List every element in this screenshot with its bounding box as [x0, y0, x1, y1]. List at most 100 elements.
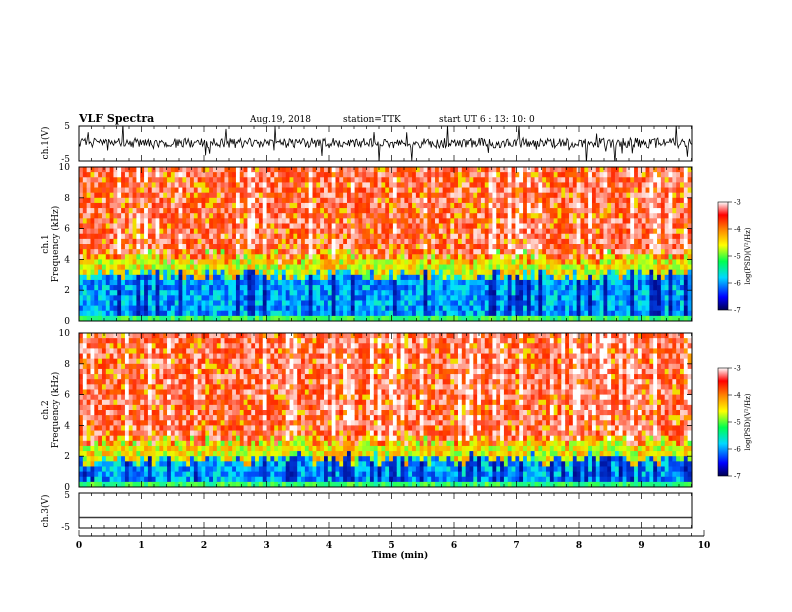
- ch1-spectrogram-cell: [626, 208, 631, 214]
- ch1-spectrogram-cell: [369, 279, 375, 286]
- ch1-spectrogram-cell: [331, 310, 336, 317]
- ch1-spectrogram-cell: [676, 233, 681, 240]
- ch1-spectrogram-cell: [553, 228, 558, 235]
- ch1-spectrogram-cell: [251, 264, 256, 271]
- ch1-spectrogram-cell: [209, 192, 214, 199]
- ch1-spectrogram-cell: [79, 187, 84, 194]
- ch1-spectrogram-cell: [308, 223, 313, 229]
- ch1-spectrogram-cell: [163, 223, 168, 229]
- ch1-spectrogram-cell: [190, 213, 195, 219]
- ch1-spectrogram-cell: [297, 274, 302, 281]
- ch1-spectrogram-cell: [687, 238, 692, 245]
- ch1-spectrogram-cell: [649, 223, 654, 229]
- ch1-spectrogram-cell: [392, 300, 398, 306]
- ch1-spectrogram-cell: [121, 279, 126, 286]
- ch1-spectrogram-cell: [209, 172, 214, 178]
- ch1-spectrogram-cell: [124, 208, 130, 214]
- ch1-spectrogram-cell: [266, 290, 271, 296]
- ch1-spectrogram-cell: [630, 254, 635, 260]
- ch1-spectrogram-cell: [507, 315, 512, 321]
- ch1-spectrogram-cell: [584, 233, 589, 240]
- ch1-spectrogram-cell: [538, 238, 543, 245]
- ch1-spectrogram-cell: [212, 197, 218, 204]
- ch1-spectrogram-cell: [676, 218, 681, 224]
- ch1-spectrogram-cell: [492, 269, 497, 276]
- ch1-spectrogram-cell: [626, 279, 631, 286]
- ch2-spectrogram-cell: [86, 445, 91, 452]
- ch1-spectrogram-cell: [565, 285, 570, 291]
- ch1-spectrogram-cell: [461, 305, 467, 312]
- ch1-spectrogram-cell: [205, 197, 210, 204]
- ch1-spectrogram-cell: [258, 310, 264, 317]
- ch1-spectrogram-cell: [262, 213, 267, 219]
- ch1-spectrogram-cell: [603, 187, 608, 194]
- figure-title: VLF Spectra: [78, 112, 154, 125]
- ch1-spectrogram-cell: [140, 300, 145, 306]
- ch1-spectrogram-cell: [660, 279, 666, 286]
- ch1-spectrogram-cell: [224, 213, 229, 219]
- ch1-spectrogram-cell: [79, 218, 84, 224]
- ch1-spectrogram-cell: [186, 290, 191, 296]
- ch1-spectrogram-cell: [98, 197, 103, 204]
- ch1-spectrogram-cell: [293, 264, 298, 271]
- ch1-spectrogram-cell: [630, 244, 635, 250]
- ch1-spectrogram-cell: [159, 269, 164, 276]
- ch1-spectrogram-cell: [90, 290, 95, 296]
- ch1-spectrogram-cell: [503, 310, 509, 317]
- ch1-spectrogram-cell: [235, 197, 241, 204]
- ch1-spectrogram-cell: [396, 279, 401, 286]
- ch1-spectrogram-cell: [82, 295, 88, 301]
- ch1-spectrogram-cell: [193, 182, 199, 188]
- ch1-spectrogram-cell: [580, 259, 585, 265]
- ch1-spectrogram-cell: [591, 249, 597, 255]
- ch1-spectrogram-cell: [618, 182, 623, 188]
- ch1-spectrogram-cell: [251, 218, 256, 224]
- ch1-spectrogram-cell: [557, 274, 562, 281]
- ch1-spectrogram-cell: [132, 290, 137, 296]
- ch1-spectrogram-cell: [308, 213, 313, 219]
- ch1-spectrogram-cell: [511, 172, 516, 178]
- ch1-spectrogram-cell: [553, 172, 558, 178]
- ch1-spectrogram-cell: [400, 172, 405, 178]
- ch1-spectrogram-cell: [228, 310, 233, 317]
- ch1-spectrogram-cell: [377, 295, 382, 301]
- ch1-spectrogram-cell: [442, 223, 447, 229]
- ch1-spectrogram-cell: [415, 223, 421, 229]
- ch1-spectrogram-cell: [327, 233, 333, 240]
- ch1-spectrogram-cell: [109, 259, 114, 265]
- ch1-spectrogram-cell: [79, 295, 84, 301]
- ch1-spectrogram-cell: [588, 274, 593, 281]
- ch1-spectrogram-cell: [446, 274, 451, 281]
- ch1-spectrogram-cell: [167, 233, 172, 240]
- ch1-spectrogram-cell: [228, 264, 233, 271]
- ch1-spectrogram-cell: [519, 167, 524, 173]
- ch1-spectrogram-cell: [205, 228, 210, 235]
- ch1-spectrogram-cell: [90, 182, 95, 188]
- ch1-spectrogram-cell: [362, 264, 367, 271]
- ch1-spectrogram-cell: [297, 254, 302, 260]
- ch1-spectrogram-cell: [492, 290, 497, 296]
- ch1-spectrogram-cell: [251, 202, 256, 209]
- ch1-spectrogram-cell: [549, 172, 555, 178]
- ch1-spectrogram-cell: [580, 295, 585, 301]
- ch1-spectrogram-cell: [350, 233, 356, 240]
- ch1-spectrogram-cell: [117, 218, 122, 224]
- ch1-spectrogram-cell: [94, 238, 99, 245]
- ch1-spectrogram-cell: [278, 290, 283, 296]
- ch1-spectrogram-cell: [128, 274, 133, 281]
- ch1-spectrogram-cell: [676, 254, 681, 260]
- ch1-spectrogram-cell: [339, 269, 344, 276]
- ch1-spectrogram-cell: [113, 192, 118, 199]
- ch1-spectrogram-cell: [480, 264, 486, 271]
- ch1-spectrogram-cell: [595, 187, 601, 194]
- ch1-spectrogram-cell: [105, 223, 111, 229]
- ch1-spectrogram-cell: [569, 305, 574, 312]
- ch1-spectrogram-cell: [668, 259, 673, 265]
- ch2-spectrogram-cell: [79, 384, 84, 390]
- ch1-spectrogram-cell: [634, 259, 639, 265]
- ch1-spectrogram-cell: [86, 218, 91, 224]
- ch1-spectrogram-cell: [312, 244, 317, 250]
- ch1-spectrogram-cell: [438, 233, 444, 240]
- ch1-spectrogram-cell: [687, 172, 692, 178]
- ch1-spectrogram-cell: [124, 187, 130, 194]
